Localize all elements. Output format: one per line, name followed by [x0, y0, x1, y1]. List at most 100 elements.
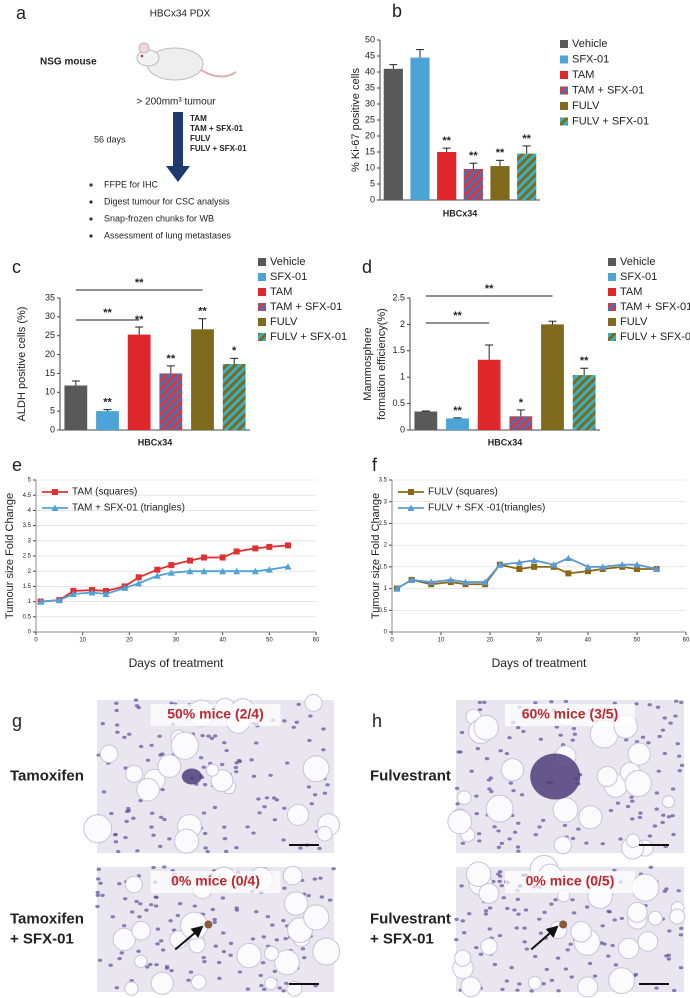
y-tick-label: 0 — [370, 194, 375, 204]
nucleus — [309, 802, 315, 806]
marker — [233, 567, 241, 575]
nucleus — [138, 799, 143, 803]
alveolus — [527, 975, 542, 990]
nucleus — [318, 876, 323, 880]
nucleus — [212, 920, 217, 924]
y-tick-label: 0.5 — [379, 608, 388, 614]
nucleus — [640, 735, 646, 739]
bracket-label: ** — [453, 310, 462, 322]
y-tick-label: 2 — [28, 569, 32, 575]
nucleus — [300, 947, 306, 951]
bar — [64, 385, 88, 430]
nucleus — [634, 702, 639, 706]
treatment: TAM — [190, 114, 207, 123]
marker — [266, 543, 273, 550]
marker — [201, 554, 207, 561]
alveolus — [626, 901, 648, 923]
nucleus — [222, 837, 228, 841]
x-tick-label: 50 — [266, 638, 273, 644]
nucleus — [302, 956, 307, 960]
series-line — [40, 565, 289, 603]
nucleus — [221, 949, 227, 954]
bar — [517, 153, 537, 200]
nucleus — [499, 884, 504, 888]
nucleus — [587, 961, 593, 966]
nucleus — [668, 721, 673, 725]
nucleus — [145, 758, 151, 762]
nucleus — [306, 894, 311, 898]
nucleus — [114, 986, 120, 990]
nucleus — [507, 736, 512, 740]
nucleus — [477, 700, 483, 705]
y-tick-label: 15 — [365, 146, 375, 156]
nucleus — [259, 984, 264, 988]
nucleus — [664, 887, 669, 891]
nucleus — [264, 796, 270, 800]
alveolus — [596, 765, 618, 788]
alveolus — [473, 714, 499, 741]
legend-label: FULV + SFX -01(triangles) — [428, 503, 545, 514]
alveolus — [274, 949, 300, 976]
x-tick-label: 20 — [126, 638, 133, 644]
x-tick-label: 60 — [683, 638, 690, 644]
row-label: Tamoxifen — [10, 767, 84, 784]
nucleus — [131, 816, 136, 820]
nucleus — [260, 961, 266, 965]
caption-box — [505, 871, 635, 893]
bar — [572, 375, 596, 430]
nucleus — [606, 909, 611, 914]
x-tick-label: 50 — [634, 638, 641, 644]
y-tick-label: 4.5 — [23, 493, 32, 499]
nucleus — [291, 725, 296, 729]
nucleus — [177, 902, 183, 906]
marker — [135, 579, 143, 587]
nucleus — [512, 908, 517, 912]
nucleus — [660, 820, 665, 825]
nucleus — [169, 968, 174, 973]
alveolus — [125, 875, 143, 894]
nucleus — [655, 705, 661, 709]
nucleus — [164, 966, 170, 970]
legend-label: TAM + SFX-01 (triangles) — [72, 503, 185, 514]
nucleus — [497, 933, 503, 938]
nucleus — [672, 988, 677, 993]
x-tick-label: 40 — [585, 638, 592, 644]
caption-box — [150, 871, 281, 893]
y-tick-label: 0 — [50, 424, 55, 434]
marker — [55, 596, 63, 604]
nucleus — [675, 742, 680, 746]
y-tick-label: 0 — [384, 630, 388, 636]
nucleus — [541, 982, 546, 986]
nucleus — [113, 840, 119, 844]
legend-label: FULV — [572, 100, 600, 112]
metastasis — [181, 768, 202, 785]
nucleus — [283, 937, 288, 941]
nucleus — [317, 846, 322, 850]
marker — [531, 563, 538, 570]
alveolus — [170, 731, 199, 760]
y-tick-label: 20 — [365, 130, 375, 140]
caption: 60% mice (3/5) — [522, 706, 619, 722]
nucleus — [556, 989, 561, 993]
nucleus — [201, 765, 207, 769]
legend-label: FULV (squares) — [428, 487, 498, 498]
nucleus — [114, 708, 119, 713]
nucleus — [249, 758, 254, 762]
alveolus — [83, 814, 113, 844]
caption: 0% mice (0/5) — [526, 873, 615, 889]
nucleus — [277, 986, 282, 990]
nucleus — [117, 882, 122, 886]
nucleus — [568, 942, 573, 946]
nucleus — [254, 910, 259, 914]
nucleus — [114, 723, 120, 727]
marker — [102, 590, 110, 597]
nucleus — [497, 870, 503, 874]
nucleus — [145, 965, 150, 969]
nucleus — [679, 700, 684, 704]
nucleus — [519, 793, 525, 797]
nucleus — [515, 988, 520, 992]
alveolus — [454, 949, 472, 967]
caption-box — [150, 704, 281, 726]
nucleus — [319, 895, 325, 899]
nucleus — [223, 849, 229, 854]
